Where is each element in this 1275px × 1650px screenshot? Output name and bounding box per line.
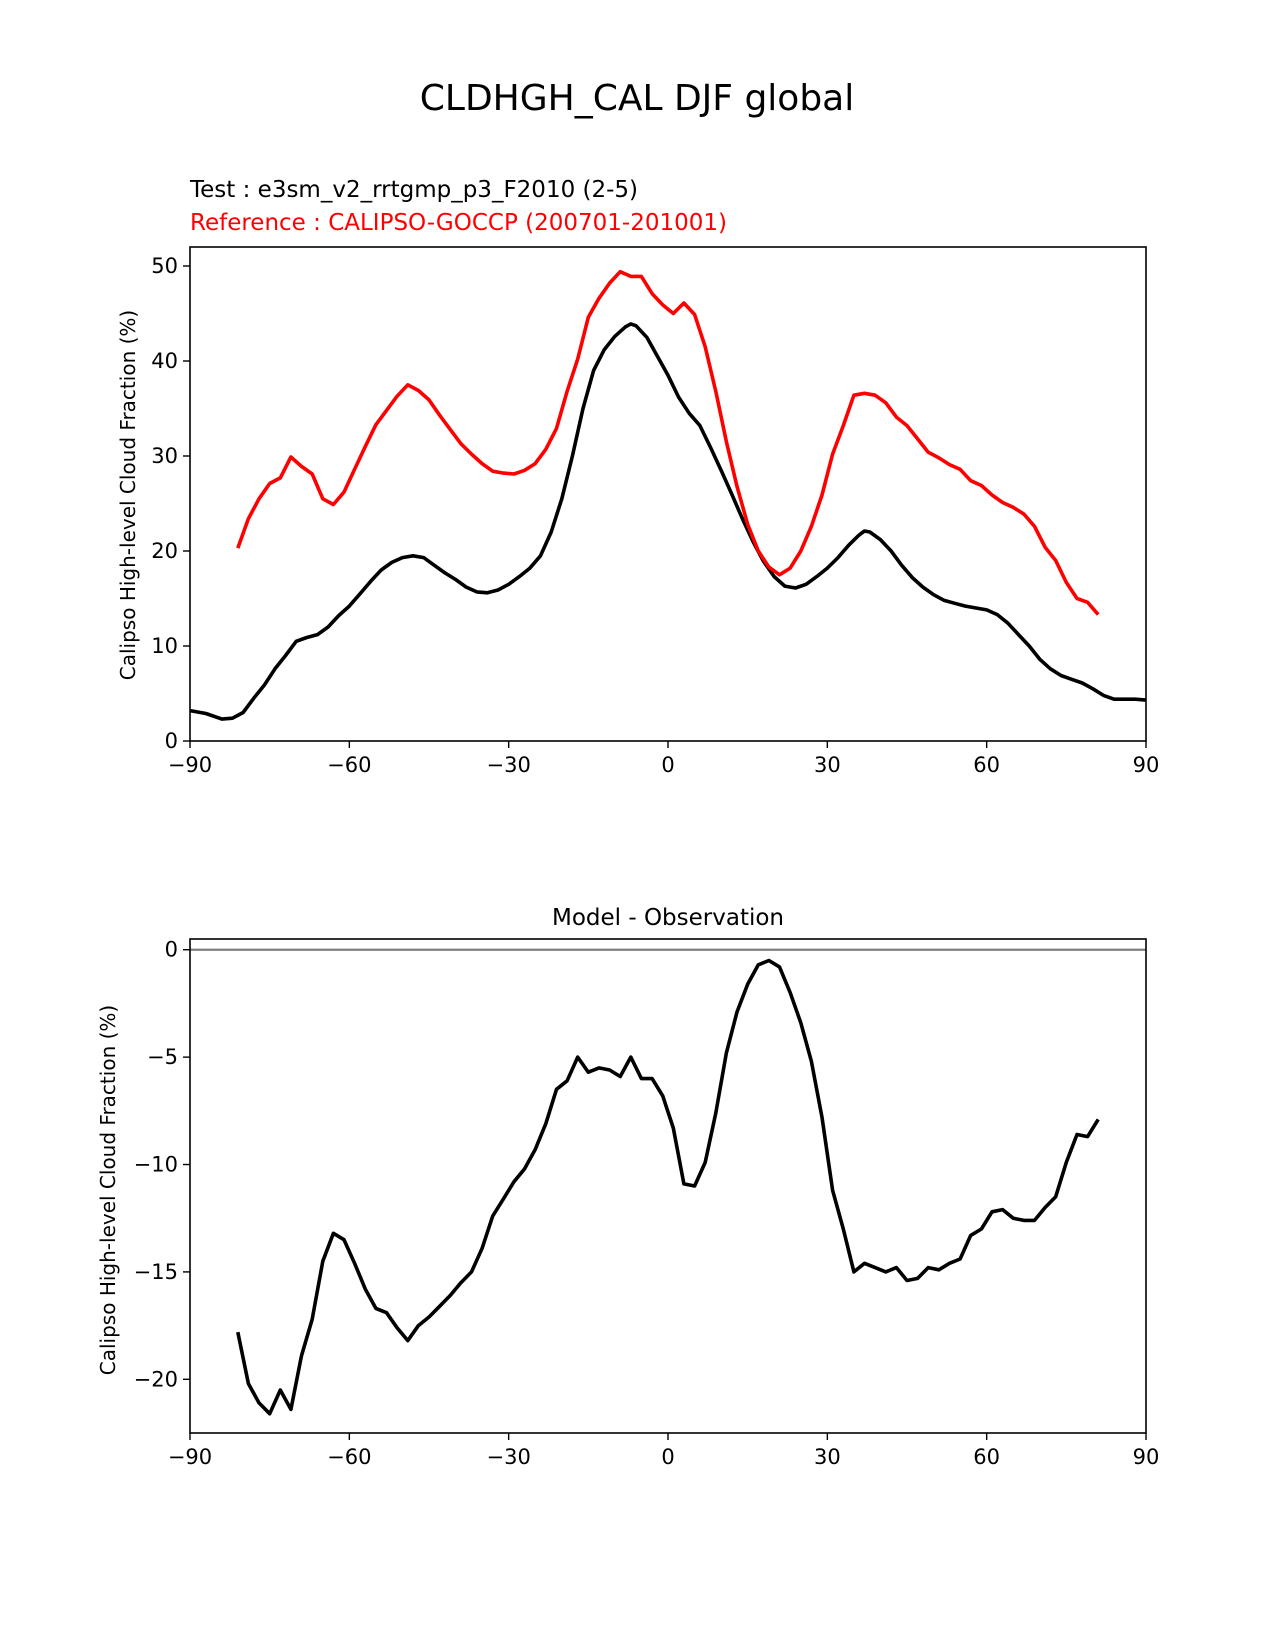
bottom-panel: Model - Observation Calipso High-level C…	[96, 905, 1159, 1469]
bottom-y-axis-label: Calipso High-level Cloud Fraction (%)	[96, 1005, 120, 1375]
bottom-plot-frame	[189, 938, 1147, 1434]
bottom-x-tick-label: −90	[168, 1445, 212, 1469]
bottom-y-tick-label: −20	[134, 1367, 178, 1391]
bottom-x-tick-label: −30	[487, 1445, 531, 1469]
bottom-x-tick-label: 0	[661, 1445, 674, 1469]
top-y-tick-label: 10	[151, 634, 178, 658]
bottom-x-tick-label: −60	[327, 1445, 371, 1469]
top-x-tick-label: 0	[661, 753, 674, 777]
top-x-tick-label: 60	[973, 753, 1000, 777]
bottom-y-tick-label: −5	[147, 1045, 178, 1069]
figure-title: CLDHGH_CAL DJF global	[420, 78, 855, 119]
top-y-tick-label: 0	[165, 729, 178, 753]
bottom-y-tick-label: 0	[165, 938, 178, 962]
top-panel: Test : e3sm_v2_rrtgmp_p3_F2010 (2-5) Ref…	[116, 177, 1159, 777]
top-plot-frame	[189, 246, 1147, 742]
top-plot-area: −90 −60 −30 0 30 60 90 0 10 20 30 40 50	[151, 254, 1159, 777]
bottom-panel-title: Model - Observation	[552, 905, 784, 931]
bottom-x-tick-label: 30	[814, 1445, 841, 1469]
top-series-reference-line	[236, 269, 1100, 616]
bottom-plot-area: −90 −60 −30 0 30 60 90 0 −5 −10 −15 −20	[134, 938, 1160, 1469]
bottom-series-model-observation-line	[236, 958, 1100, 1416]
top-y-tick-label: 30	[151, 444, 178, 468]
top-x-tick-label: −60	[327, 753, 371, 777]
bottom-y-tick-label: −15	[134, 1260, 178, 1284]
top-y-tick-label: 20	[151, 539, 178, 563]
bottom-y-tick-label: −10	[134, 1153, 178, 1177]
top-x-tick-label: 30	[814, 753, 841, 777]
bottom-x-tick-label: 60	[973, 1445, 1000, 1469]
top-y-tick-label: 40	[151, 349, 178, 373]
top-series-test-line	[189, 322, 1147, 721]
reference-label: Reference : CALIPSO-GOCCP (200701-201001…	[190, 210, 727, 236]
top-x-tick-label: −30	[487, 753, 531, 777]
top-y-axis-label: Calipso High-level Cloud Fraction (%)	[116, 310, 140, 680]
test-label: Test : e3sm_v2_rrtgmp_p3_F2010 (2-5)	[189, 177, 638, 203]
top-y-tick-label: 50	[151, 254, 178, 278]
bottom-x-tick-label: 90	[1133, 1445, 1160, 1469]
top-x-tick-label: 90	[1133, 753, 1160, 777]
top-x-tick-label: −90	[168, 753, 212, 777]
